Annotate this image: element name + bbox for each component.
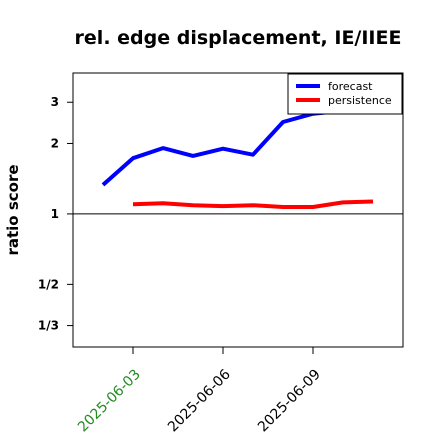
y-tick-label: 1/3 xyxy=(38,319,59,333)
y-tick-label: 2 xyxy=(51,136,59,150)
legend-box xyxy=(287,73,403,115)
y-tick-label: 3 xyxy=(51,95,59,109)
plot-frame xyxy=(72,72,404,348)
chart-title: rel. edge displacement, IE/IIEE xyxy=(75,27,402,49)
series-line-forecast xyxy=(101,108,374,187)
x-tick-label: 2025-06-03 xyxy=(75,367,144,436)
legend-label-persistence: persistence xyxy=(328,94,392,107)
y-axis-label: ratio score xyxy=(4,164,22,255)
series-line-persistence xyxy=(132,199,374,209)
y-tick-label: 1/2 xyxy=(38,277,59,291)
y-tick-label: 1 xyxy=(51,207,59,221)
x-tick-label: 2025-06-06 xyxy=(165,366,234,435)
legend-label-forecast: forecast xyxy=(328,80,373,93)
x-tick-label: 2025-06-09 xyxy=(255,367,324,436)
